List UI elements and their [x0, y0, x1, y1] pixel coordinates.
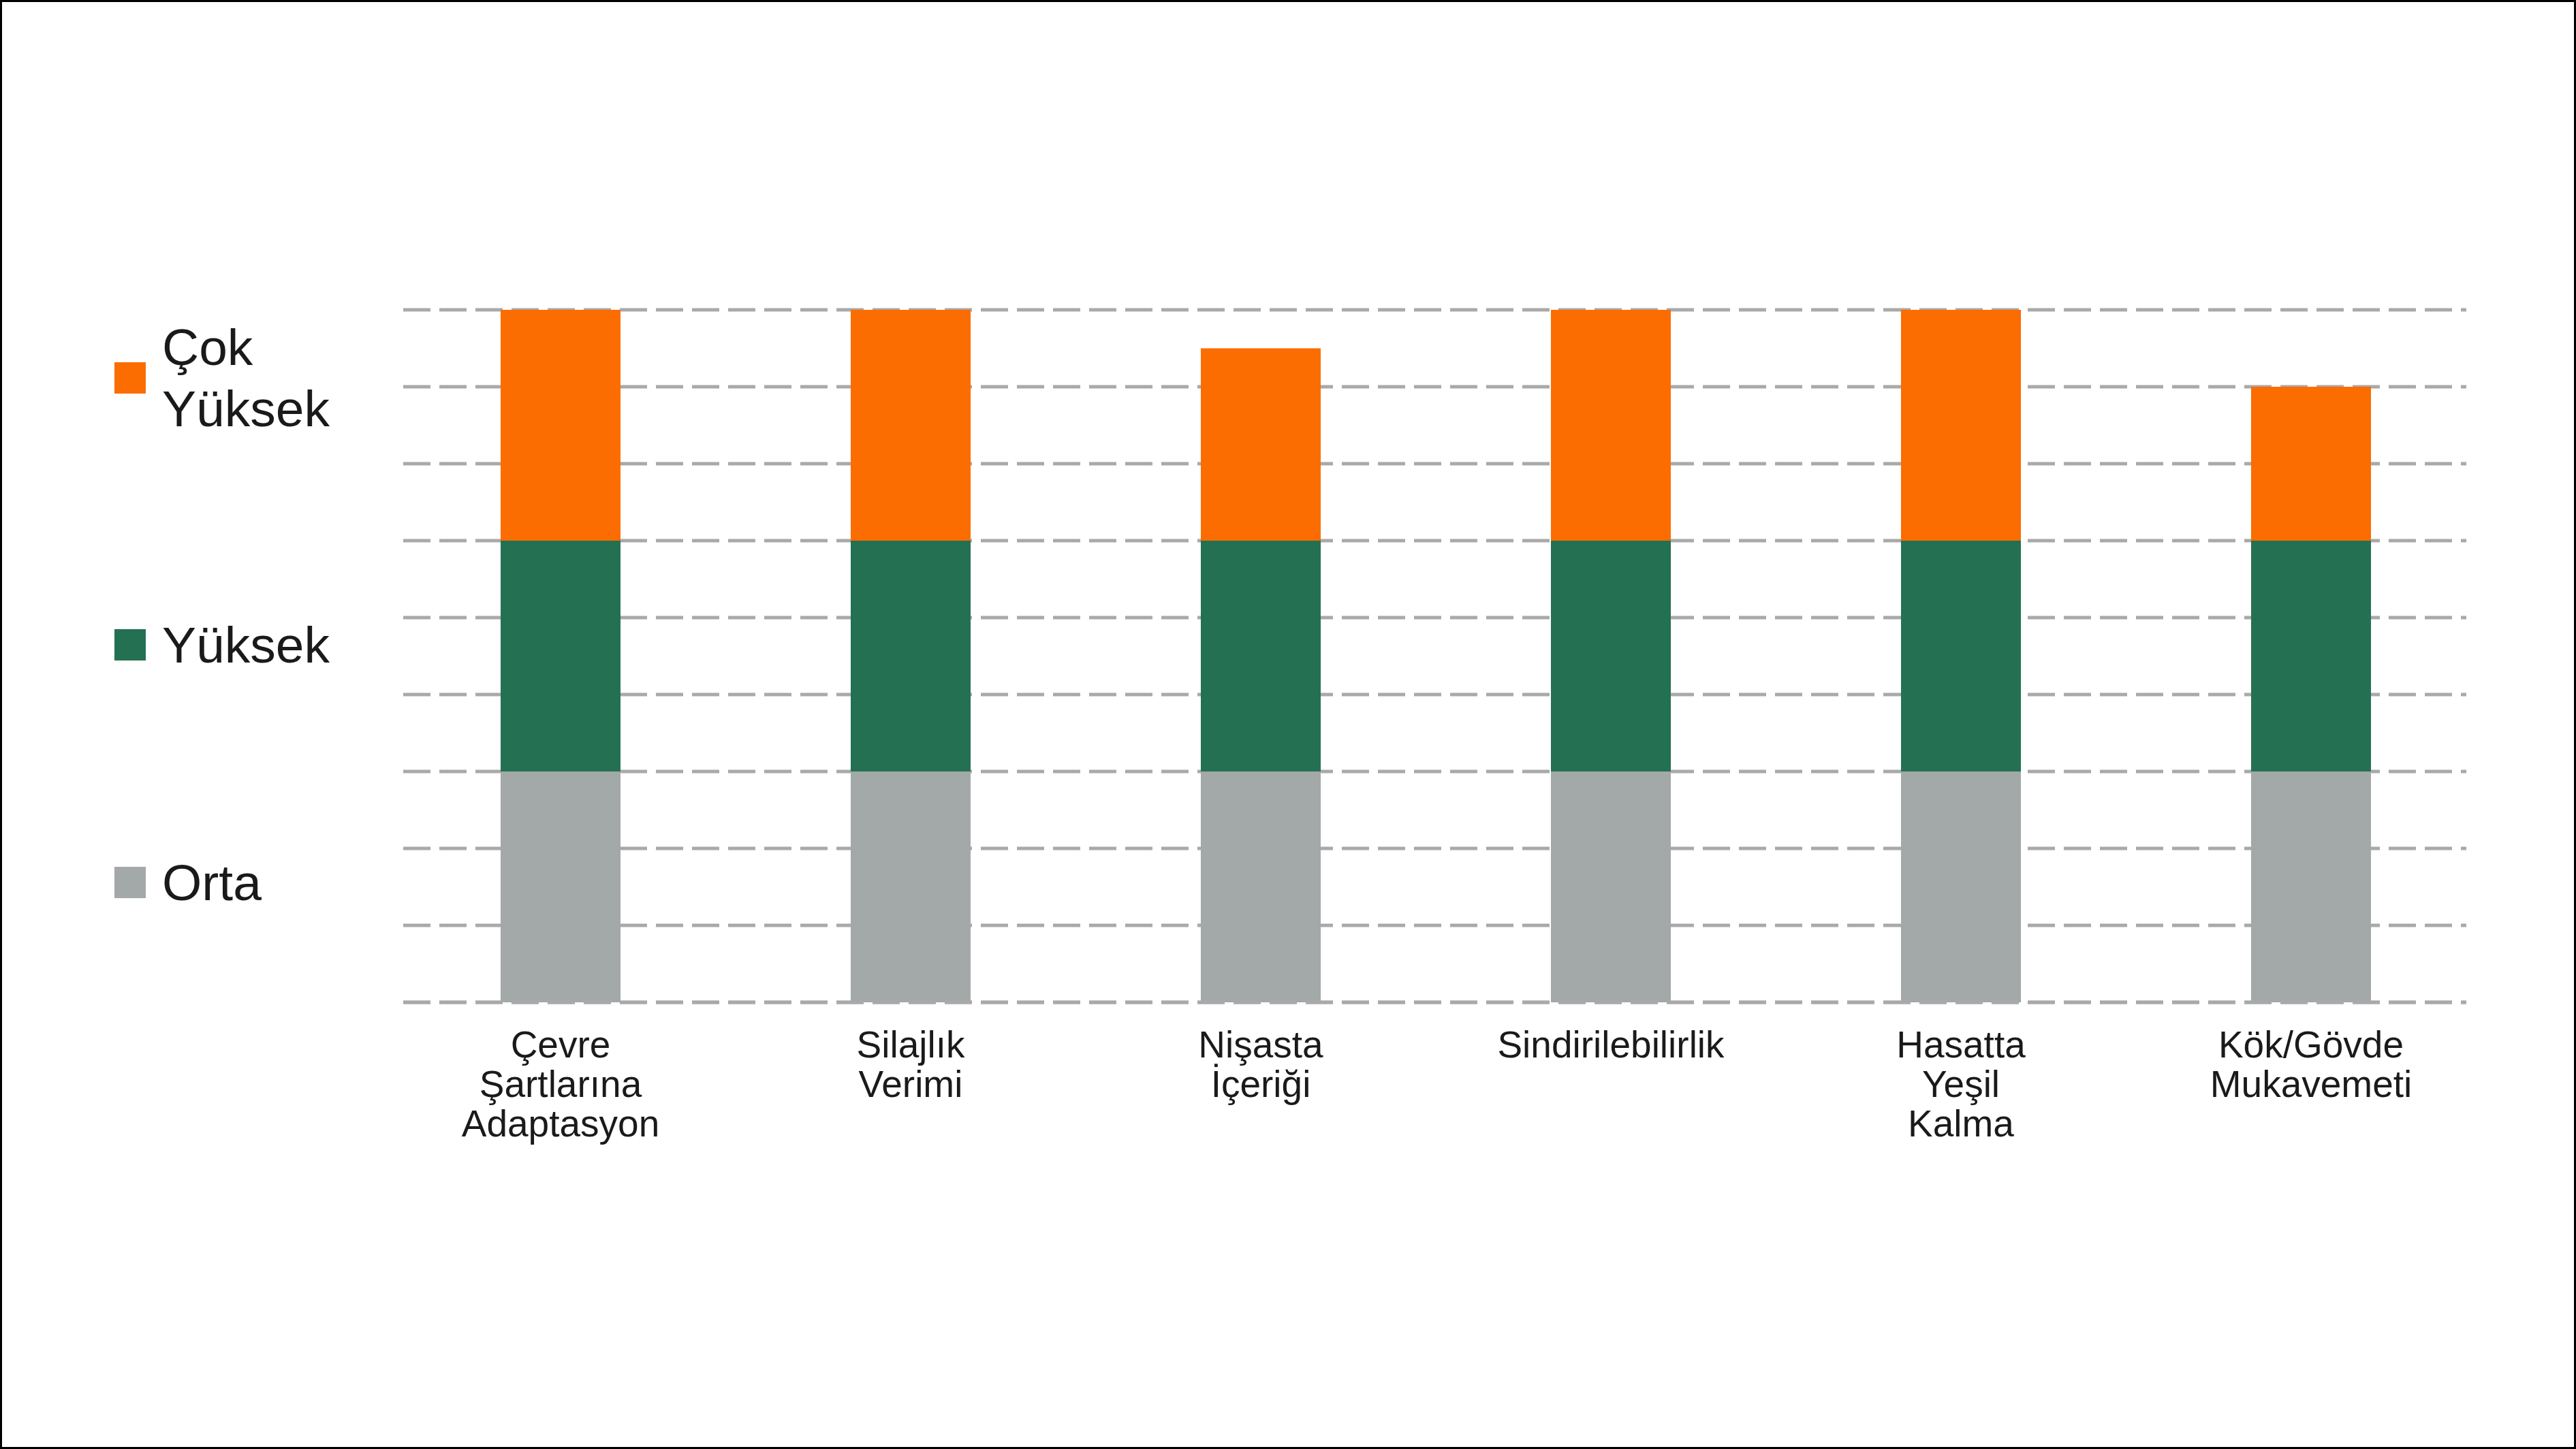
- bar-segment-yuksek-silajlik-verimi: [851, 541, 971, 771]
- legend-item-orta: Orta: [114, 852, 262, 913]
- bar-segment-yuksek-kok-govde-mukavemeti: [2251, 541, 2371, 771]
- bar-segment-cok-yuksek-nisasta-i-cerigi: [1201, 349, 1321, 541]
- plot-area: [2, 2, 2576, 1449]
- bar-segment-yuksek-cevre-sartlarina-adaptasyon: [501, 541, 621, 771]
- legend-swatch-cok-yuksek: [114, 362, 146, 394]
- bar-segment-orta-sindirilebilirlik: [1551, 771, 1671, 1002]
- bar-segment-orta-hasatta-yesil-kalma: [1901, 771, 2021, 1002]
- legend-label: Yüksek: [162, 614, 330, 675]
- bar-segment-orta-nisasta-i-cerigi: [1201, 771, 1321, 1002]
- bar-segment-yuksek-hasatta-yesil-kalma: [1901, 541, 2021, 771]
- bar-segment-yuksek-sindirilebilirlik: [1551, 541, 1671, 771]
- chart-canvas: Çok YüksekYüksekOrta Çevre Şartlarına Ad…: [0, 0, 2576, 1449]
- bar-segment-orta-cevre-sartlarina-adaptasyon: [501, 771, 621, 1002]
- legend-item-cok-yuksek: Çok Yüksek: [114, 317, 330, 439]
- legend-item-yuksek: Yüksek: [114, 614, 330, 675]
- x-axis-label-kok-govde-mukavemeti: Kök/Gövde Mukavemeti: [2100, 1025, 2522, 1104]
- legend-label: Orta: [162, 852, 262, 913]
- bar-segment-cok-yuksek-kok-govde-mukavemeti: [2251, 387, 2371, 541]
- bar-segment-orta-kok-govde-mukavemeti: [2251, 771, 2371, 1002]
- bar-segment-cok-yuksek-silajlik-verimi: [851, 310, 971, 541]
- bar-segment-cok-yuksek-hasatta-yesil-kalma: [1901, 310, 2021, 541]
- bar-segment-orta-silajlik-verimi: [851, 771, 971, 1002]
- legend-swatch-yuksek: [114, 629, 146, 660]
- bar-segment-cok-yuksek-cevre-sartlarina-adaptasyon: [501, 310, 621, 541]
- legend-label: Çok Yüksek: [162, 317, 330, 439]
- legend-swatch-orta: [114, 867, 146, 898]
- bar-segment-yuksek-nisasta-i-cerigi: [1201, 541, 1321, 771]
- bar-segment-cok-yuksek-sindirilebilirlik: [1551, 310, 1671, 541]
